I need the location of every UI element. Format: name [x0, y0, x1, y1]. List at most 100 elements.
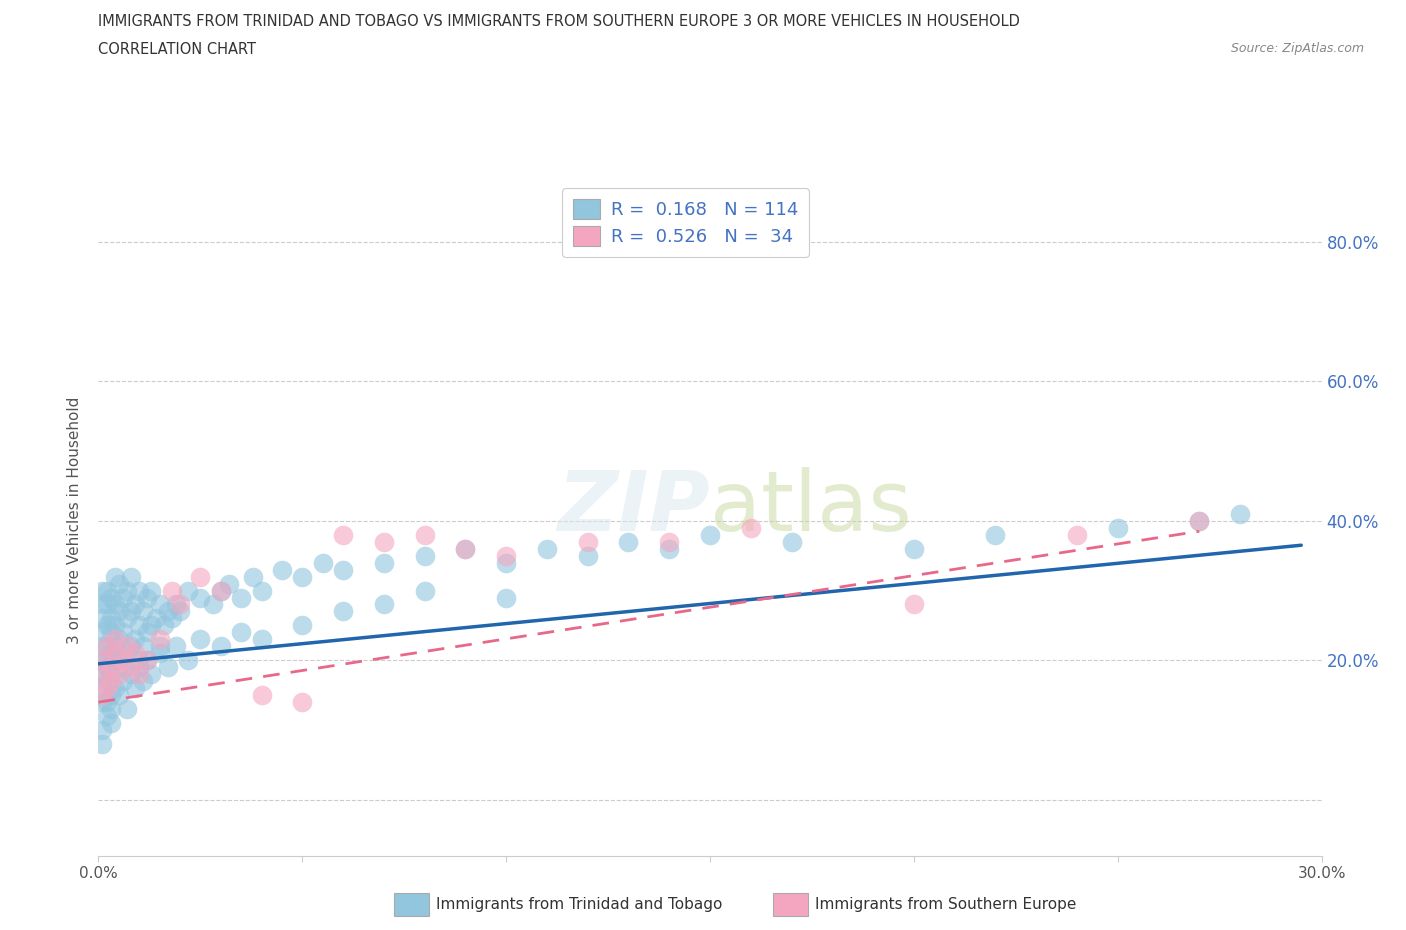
Point — [149, 632, 172, 647]
Point — [218, 577, 240, 591]
Point — [1188, 513, 1211, 528]
Point — [658, 535, 681, 550]
Point — [120, 639, 142, 654]
Point — [115, 583, 138, 598]
Point — [152, 618, 174, 633]
Point — [413, 583, 436, 598]
Point — [373, 597, 395, 612]
Text: Immigrants from Trinidad and Tobago: Immigrants from Trinidad and Tobago — [436, 897, 723, 912]
Point — [91, 681, 114, 696]
Point — [115, 702, 138, 717]
Point — [658, 541, 681, 556]
Point — [250, 688, 273, 703]
Point — [231, 591, 253, 605]
Point — [156, 604, 179, 619]
Point — [145, 611, 167, 626]
Point — [104, 618, 127, 633]
Point — [104, 597, 127, 612]
Point — [96, 639, 118, 654]
Point — [91, 639, 114, 654]
Point — [136, 653, 159, 668]
Point — [209, 583, 232, 598]
Point — [903, 541, 925, 556]
Point — [136, 625, 159, 640]
Point — [96, 597, 118, 612]
Point — [1066, 527, 1088, 542]
Text: atlas: atlas — [710, 467, 911, 548]
Point — [291, 618, 314, 633]
Point — [91, 597, 114, 612]
Point — [780, 535, 803, 550]
Point — [96, 618, 118, 633]
Point — [115, 611, 138, 626]
Point — [91, 625, 114, 640]
Point — [160, 583, 183, 598]
Point — [100, 660, 122, 675]
Point — [111, 674, 134, 689]
Point — [495, 591, 517, 605]
Point — [373, 555, 395, 570]
Point — [124, 597, 146, 612]
Point — [576, 549, 599, 564]
Point — [128, 618, 150, 633]
Point — [100, 674, 122, 689]
Point — [495, 549, 517, 564]
Text: Immigrants from Southern Europe: Immigrants from Southern Europe — [815, 897, 1077, 912]
Point — [120, 667, 142, 682]
Point — [149, 646, 172, 661]
Point — [413, 527, 436, 542]
Point — [91, 583, 114, 598]
Point — [291, 695, 314, 710]
Point — [188, 632, 212, 647]
Point — [124, 646, 146, 661]
Point — [209, 583, 232, 598]
Point — [96, 639, 118, 654]
Point — [903, 597, 925, 612]
Point — [332, 527, 354, 542]
Point — [136, 591, 159, 605]
Point — [100, 646, 122, 661]
Point — [124, 632, 146, 647]
Point — [104, 569, 127, 584]
Point — [169, 604, 191, 619]
Point — [1229, 507, 1251, 522]
Point — [128, 653, 150, 668]
Point — [100, 667, 122, 682]
Point — [413, 549, 436, 564]
Point — [291, 569, 314, 584]
Point — [576, 535, 599, 550]
Point — [128, 583, 150, 598]
Point — [536, 541, 558, 556]
Point — [108, 653, 131, 668]
Point — [115, 639, 138, 654]
Point — [156, 660, 179, 675]
Point — [91, 688, 114, 703]
Y-axis label: 3 or more Vehicles in Household: 3 or more Vehicles in Household — [67, 397, 83, 644]
Legend: R =  0.168   N = 114, R =  0.526   N =  34: R = 0.168 N = 114, R = 0.526 N = 34 — [562, 189, 808, 257]
Text: Source: ZipAtlas.com: Source: ZipAtlas.com — [1230, 42, 1364, 55]
Point — [91, 723, 114, 737]
Point — [149, 597, 172, 612]
Point — [699, 527, 721, 542]
Point — [373, 535, 395, 550]
Point — [108, 688, 131, 703]
Point — [160, 611, 183, 626]
Point — [100, 591, 122, 605]
Point — [149, 639, 172, 654]
Point — [96, 674, 118, 689]
Point — [91, 667, 114, 682]
Point — [188, 591, 212, 605]
Point — [984, 527, 1007, 542]
Point — [120, 660, 142, 675]
Point — [100, 716, 122, 731]
Point — [100, 702, 122, 717]
Point — [104, 681, 127, 696]
Point — [100, 688, 122, 703]
Point — [177, 583, 200, 598]
Point — [111, 625, 134, 640]
Point — [188, 569, 212, 584]
Point — [312, 555, 335, 570]
Point — [111, 660, 134, 675]
Point — [177, 653, 200, 668]
Point — [165, 597, 187, 612]
